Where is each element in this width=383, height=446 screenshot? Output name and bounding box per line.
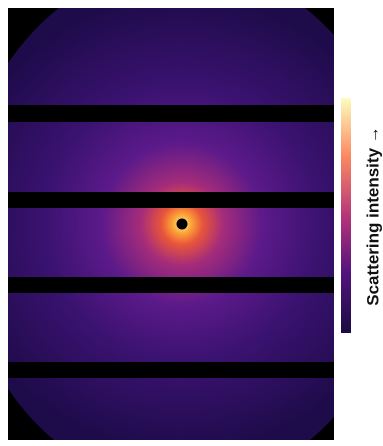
detector-gap [8,362,334,378]
detector-gap [8,192,334,208]
detector-gaps [8,105,334,378]
beam-stop [176,218,188,230]
colorbar-label: Scattering intensity → [363,126,382,305]
detector-gap [8,105,334,122]
detector-gap [8,277,334,293]
colorbar [341,98,351,333]
